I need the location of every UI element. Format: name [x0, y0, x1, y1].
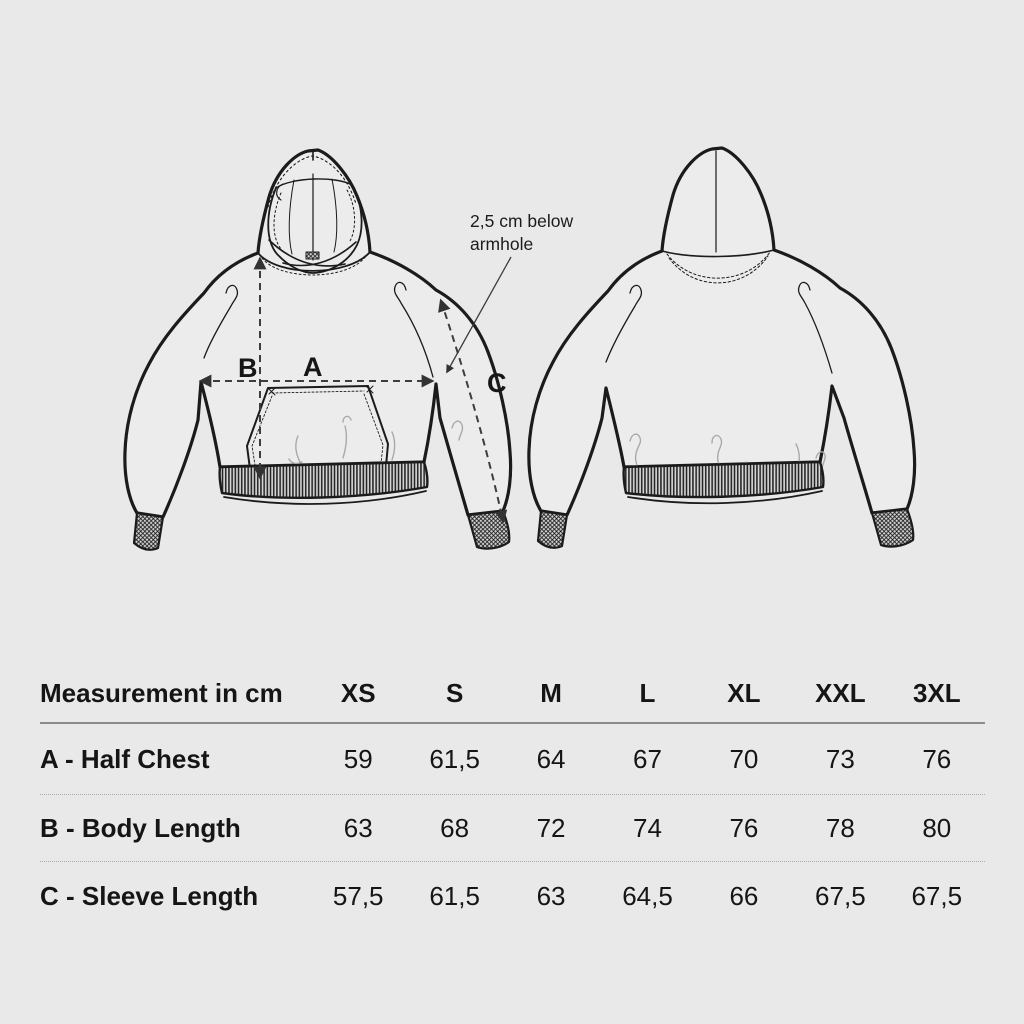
value-xl: 70 — [729, 743, 759, 774]
header-xs: XS — [340, 677, 376, 708]
header-3xl: 3XL — [912, 677, 961, 708]
hoodie-front-view — [123, 148, 513, 551]
back-left-cuff — [536, 509, 569, 549]
front-silhouette — [123, 148, 513, 519]
value-xs: 63 — [343, 812, 373, 843]
header-s: S — [445, 677, 464, 708]
armhole-annotation: 2,5 cm below armhole — [470, 210, 600, 256]
front-left-cuff — [132, 511, 165, 551]
size-table: Measurement in cm XS S M L XL XXL 3XL A … — [40, 664, 985, 930]
back-right-cuff — [870, 507, 915, 548]
hoodie-back-view — [527, 146, 917, 549]
table-row-sleeve-length: C - Sleeve Length 57,5 61,5 63 64,5 66 6… — [40, 862, 985, 930]
value-l: 67 — [633, 743, 662, 774]
value-xs: 57,5 — [332, 880, 384, 911]
value-s: 61,5 — [429, 743, 480, 774]
header-xl: XL — [727, 677, 761, 708]
table-header-divider — [40, 722, 985, 724]
back-silhouette — [527, 146, 917, 517]
value-3xl: 76 — [922, 743, 952, 774]
value-m: 72 — [536, 812, 566, 843]
table-row-divider — [40, 861, 985, 862]
value-s: 61,5 — [429, 880, 480, 911]
measure-line-c — [438, 298, 508, 524]
row-label: C - Sleeve Length — [40, 880, 259, 911]
table-row-half-chest: A - Half Chest 59 61,5 64 67 70 73 76 — [40, 724, 985, 794]
value-xl: 76 — [729, 812, 759, 843]
header-l: L — [639, 677, 656, 708]
value-xl: 66 — [729, 880, 759, 911]
annotation-line-2: armhole — [470, 234, 534, 255]
value-m: 63 — [536, 880, 566, 911]
value-xxl: 78 — [825, 812, 855, 843]
value-xs: 59 — [343, 743, 373, 774]
value-s: 68 — [440, 812, 470, 843]
value-l: 74 — [633, 812, 662, 843]
annotation-line-1: 2,5 cm below — [470, 211, 574, 231]
value-xxl: 67,5 — [815, 880, 866, 911]
value-m: 64 — [536, 743, 566, 774]
value-3xl: 67,5 — [911, 880, 963, 911]
value-3xl: 80 — [922, 812, 952, 843]
row-label: B - Body Length — [40, 812, 241, 843]
annotation-leader-line — [446, 256, 512, 374]
size-table-header-row: Measurement in cm XS S M L XL XXL 3XL — [40, 664, 985, 722]
measurement-arrows — [198, 256, 512, 524]
table-row-body-length: B - Body Length 63 68 72 74 76 78 80 — [40, 795, 985, 861]
header-m: M — [540, 677, 562, 708]
inner-label — [305, 251, 320, 260]
drawcord-hook — [276, 183, 284, 201]
header-xxl: XXL — [815, 677, 866, 708]
table-row-divider — [40, 794, 985, 795]
measure-label-a: A — [303, 352, 323, 382]
front-right-cuff — [466, 509, 511, 550]
value-xxl: 73 — [825, 743, 855, 774]
row-label: A - Half Chest — [40, 743, 210, 774]
measure-label-c: C — [487, 368, 507, 398]
value-l: 64,5 — [622, 880, 673, 911]
hoodie-size-diagram — [123, 146, 917, 551]
header-measurement: Measurement in cm — [40, 677, 283, 708]
back-hem-rib — [622, 460, 825, 499]
measure-label-b: B — [238, 353, 258, 383]
front-hem-rib — [218, 460, 429, 499]
